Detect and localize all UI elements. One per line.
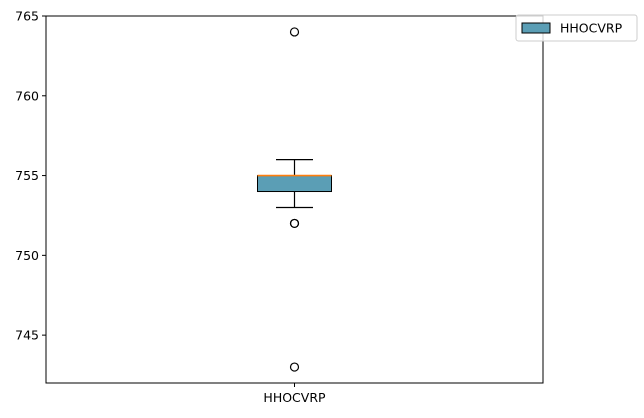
y-tick-label: 750 (15, 248, 39, 263)
y-tick-label: 755 (15, 168, 39, 183)
legend-swatch (521, 22, 551, 34)
axes: 745 750 755 760 765 HHOCVRP (15, 9, 544, 405)
plot-area (257, 27, 332, 372)
iqr-box (257, 175, 332, 193)
outlier-point (289, 218, 300, 229)
legend-label: HHOCVRP (560, 21, 623, 36)
outlier-point (289, 27, 300, 37)
outlier-point (289, 362, 300, 372)
legend-frame (515, 14, 638, 42)
y-tick-label: 745 (15, 328, 39, 343)
y-tick-label: 765 (15, 9, 39, 24)
x-tick-label: HHOCVRP (263, 390, 326, 405)
y-tick-label: 760 (15, 88, 39, 103)
legend: HHOCVRP (515, 14, 638, 42)
